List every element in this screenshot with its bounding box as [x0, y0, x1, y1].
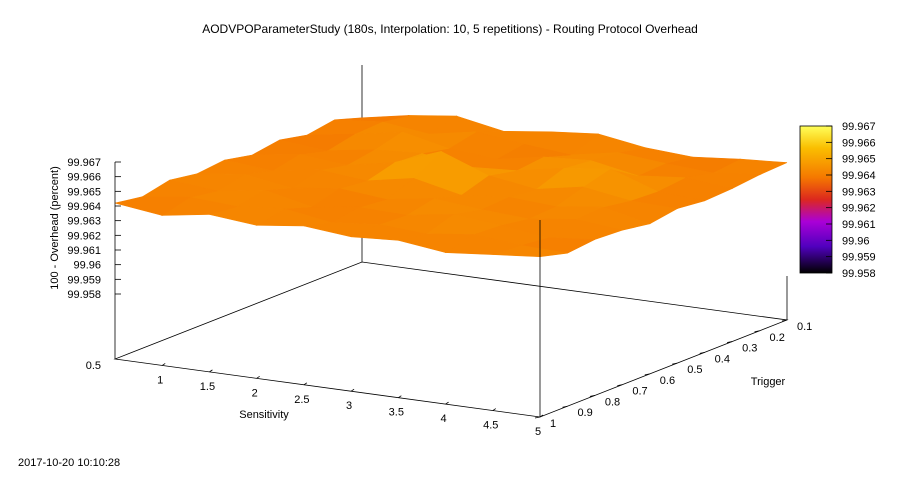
x-tick — [539, 414, 544, 418]
y-axis-label: Trigger — [751, 376, 786, 388]
x-tick-label: 1.5 — [200, 381, 215, 393]
x-tick — [492, 408, 496, 411]
x-tick-label: 3 — [346, 400, 352, 412]
y-tick-label: 0.5 — [687, 364, 702, 376]
z-tick-label: 99.964 — [67, 201, 101, 213]
y-tick — [699, 351, 705, 354]
timestamp: 2017-10-20 10:10:28 — [18, 457, 121, 469]
z-axis-label: 100 - Overhead (percent) — [49, 166, 61, 290]
z-tick-label: 99.965 — [67, 186, 101, 198]
y-tick — [727, 341, 733, 343]
colorbar-tick-label: 99.967 — [842, 121, 876, 133]
y-tick-label: 0.7 — [632, 386, 647, 398]
colorbar-tick-label: 99.965 — [842, 154, 876, 166]
z-tick-label: 99.966 — [67, 172, 101, 184]
colorbar-tick-label: 99.961 — [842, 219, 876, 231]
y-tick-label: 0.4 — [715, 353, 730, 365]
x-tick — [209, 369, 213, 373]
x-tick — [303, 382, 308, 386]
colorbar-tick-label: 99.963 — [842, 186, 876, 198]
y-tick-label: 0.3 — [742, 343, 757, 355]
colorbar — [799, 125, 833, 274]
z-tick-label: 99.961 — [67, 245, 101, 257]
colorbar-tick-label: 99.96 — [842, 235, 870, 247]
z-tick-label: 99.96 — [73, 260, 101, 272]
y-tick-label: 0.1 — [797, 321, 812, 333]
colorbar-tick-label: 99.966 — [842, 137, 876, 149]
chart-title: AODVPOParameterStudy (180s, Interpolatio… — [202, 22, 698, 36]
y-tick-label: 0.2 — [770, 332, 785, 344]
x-tick-label: 5 — [535, 426, 541, 438]
x-tick — [350, 388, 355, 392]
z-tick-label: 99.963 — [67, 216, 101, 228]
x-tick-label: 0.5 — [86, 360, 101, 372]
y-tick — [534, 416, 541, 419]
x-tick — [398, 395, 402, 398]
surface-patch — [114, 196, 191, 216]
x-tick-label: 4 — [440, 413, 446, 425]
y-tick — [589, 395, 595, 397]
x-tick — [256, 376, 260, 379]
x-tick-label: 2.5 — [294, 394, 309, 406]
x-tick-label: 2 — [252, 387, 258, 399]
y-tick-label: 1 — [550, 418, 556, 430]
y-tick-label: 0.8 — [605, 396, 620, 408]
y-tick — [644, 373, 650, 376]
colorbar-tick-label: 99.959 — [842, 252, 876, 264]
x-axis-label: Sensitivity — [239, 409, 289, 421]
colorbar-tick-label: 99.962 — [842, 203, 876, 215]
x-tick-label: 3.5 — [389, 407, 404, 419]
z-tick-label: 99.962 — [67, 230, 101, 242]
x-tick — [445, 401, 449, 405]
y-tick — [672, 362, 678, 365]
y-tick-label: 0.6 — [660, 375, 675, 387]
colorbar-tick-label: 99.958 — [842, 268, 876, 280]
y-tick-label: 0.9 — [577, 407, 592, 419]
y-tick — [781, 319, 788, 322]
y-tick — [617, 384, 623, 387]
x-tick — [162, 363, 166, 366]
z-tick-label: 99.958 — [67, 289, 101, 301]
floor-box — [113, 261, 789, 418]
x-tick-label: 4.5 — [483, 420, 498, 432]
z-tick-label: 99.959 — [67, 274, 101, 286]
y-tick — [754, 330, 760, 333]
colorbar-tick-label: 99.964 — [842, 170, 876, 182]
x-tick-label: 1 — [157, 374, 163, 386]
y-tick — [562, 405, 568, 408]
z-tick-label: 99.967 — [67, 157, 101, 169]
